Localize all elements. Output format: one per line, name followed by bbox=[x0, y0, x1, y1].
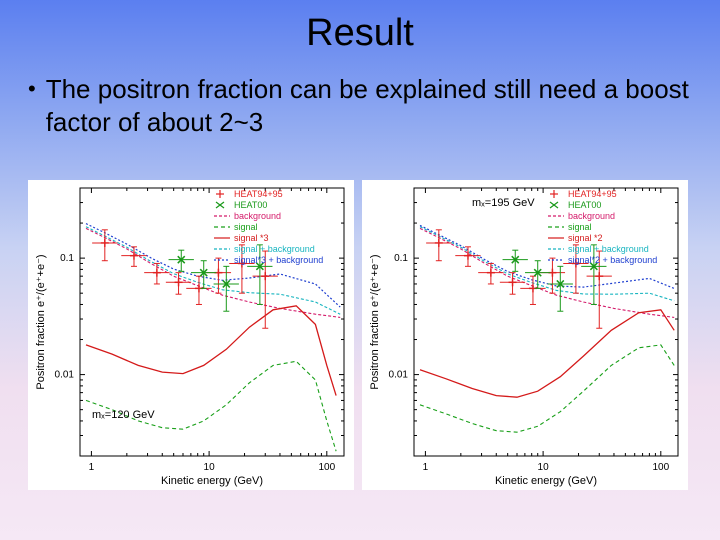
svg-text:mₓ=195 GeV: mₓ=195 GeV bbox=[472, 197, 535, 209]
svg-text:signal + background: signal + background bbox=[234, 244, 315, 254]
left-chart: 1 10 100 0.01 0.1 Kinetic energy (GeV) Positro… bbox=[28, 180, 354, 490]
svg-text:0.1: 0.1 bbox=[60, 253, 74, 264]
svg-text:0.01: 0.01 bbox=[389, 370, 409, 381]
svg-text:signal: signal bbox=[568, 222, 592, 232]
svg-text:1: 1 bbox=[423, 462, 429, 473]
svg-text:100: 100 bbox=[318, 462, 335, 473]
svg-text:signal*2 + background: signal*2 + background bbox=[568, 255, 657, 265]
svg-text:0.01: 0.01 bbox=[55, 370, 75, 381]
svg-text:10: 10 bbox=[204, 462, 216, 473]
svg-text:HEAT00: HEAT00 bbox=[234, 200, 267, 210]
svg-text:HEAT94+95: HEAT94+95 bbox=[234, 189, 283, 199]
charts-container: 1 10 100 0.01 0.1 Kinetic energy (GeV) Positro… bbox=[28, 180, 688, 490]
svg-text:background: background bbox=[234, 211, 281, 221]
svg-text:1: 1 bbox=[89, 462, 95, 473]
right-chart: 1 10 100 0.01 0.1 Kinetic energy (GeV) Positro… bbox=[362, 180, 688, 490]
svg-text:Positron fraction e⁺/(e⁺+e⁻): Positron fraction e⁺/(e⁺+e⁻) bbox=[35, 254, 47, 389]
svg-text:Kinetic energy (GeV): Kinetic energy (GeV) bbox=[161, 475, 263, 487]
svg-text:background: background bbox=[568, 211, 615, 221]
bullet-row: • The positron fraction can be explained… bbox=[28, 73, 692, 140]
svg-text:signal *3: signal *3 bbox=[234, 233, 269, 243]
svg-text:signal + background: signal + background bbox=[568, 244, 649, 254]
svg-text:100: 100 bbox=[652, 462, 669, 473]
svg-text:10: 10 bbox=[538, 462, 550, 473]
bullet-text: The positron fraction can be explained s… bbox=[46, 73, 692, 140]
svg-text:Kinetic energy (GeV): Kinetic energy (GeV) bbox=[495, 475, 597, 487]
slide-title: Result bbox=[0, 0, 720, 55]
svg-text:mₓ=120 GeV: mₓ=120 GeV bbox=[92, 409, 155, 421]
slide: Result • The positron fraction can be ex… bbox=[0, 0, 720, 540]
svg-text:signal *2: signal *2 bbox=[568, 233, 603, 243]
svg-text:signal*3 + background: signal*3 + background bbox=[234, 255, 323, 265]
bullet-icon: • bbox=[28, 78, 36, 100]
svg-text:Positron fraction e⁺/(e⁺+e⁻): Positron fraction e⁺/(e⁺+e⁻) bbox=[369, 254, 381, 389]
svg-text:0.1: 0.1 bbox=[394, 253, 408, 264]
svg-text:HEAT00: HEAT00 bbox=[568, 200, 601, 210]
svg-text:HEAT94+95: HEAT94+95 bbox=[568, 189, 617, 199]
svg-text:signal: signal bbox=[234, 222, 258, 232]
